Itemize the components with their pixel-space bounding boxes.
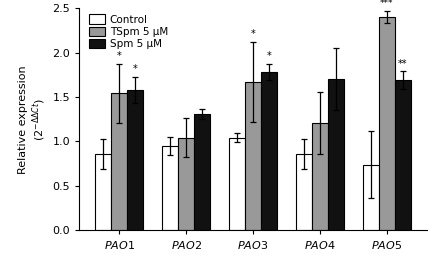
Y-axis label: Relative expression
$(2^{-\Delta\Delta Ct})$: Relative expression $(2^{-\Delta\Delta C…	[18, 65, 48, 173]
Bar	[229, 138, 245, 230]
Bar	[296, 154, 312, 230]
Bar	[261, 72, 277, 230]
Bar	[162, 146, 178, 230]
Legend: Control, TSpm 5 μM, Spm 5 μM: Control, TSpm 5 μM, Spm 5 μM	[88, 13, 169, 50]
Bar	[178, 138, 194, 230]
Bar	[127, 90, 143, 230]
Bar	[95, 154, 111, 230]
Text: ***: ***	[380, 0, 394, 8]
Bar	[194, 114, 210, 230]
Text: *: *	[117, 51, 121, 62]
Bar	[328, 79, 344, 230]
Text: *: *	[267, 51, 271, 62]
Text: **: **	[398, 59, 408, 69]
Bar	[111, 93, 127, 230]
Text: *: *	[133, 64, 138, 74]
Bar	[395, 80, 411, 230]
Text: *: *	[251, 29, 255, 39]
Bar	[312, 123, 328, 230]
Bar	[379, 17, 395, 230]
Bar	[363, 164, 379, 230]
Bar	[245, 82, 261, 230]
